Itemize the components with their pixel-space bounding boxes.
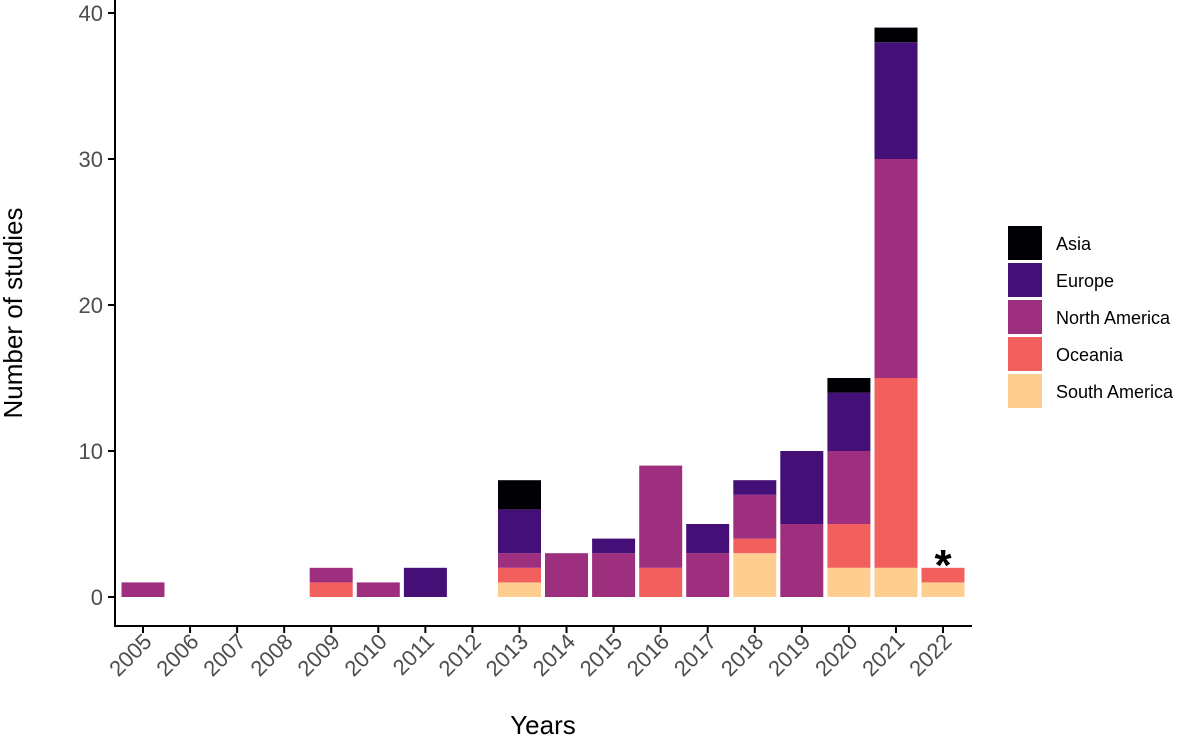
bar-segment-2009-north-america bbox=[309, 567, 353, 583]
legend-label-north-america: North America bbox=[1056, 308, 1171, 328]
bar-segment-2021-north-america bbox=[874, 159, 918, 378]
x-tick-label-2017: 2017 bbox=[669, 629, 721, 681]
x-tick-label-2010: 2010 bbox=[340, 629, 392, 681]
x-tick-label-2011: 2011 bbox=[388, 629, 439, 680]
bar-segment-2013-asia bbox=[498, 480, 541, 510]
bar-segment-2018-oceania bbox=[733, 538, 777, 554]
x-tick-label-2016: 2016 bbox=[622, 629, 674, 681]
annotation-2022: * bbox=[934, 541, 952, 590]
bar-segment-2013-oceania bbox=[498, 567, 541, 583]
legend-swatch-europe bbox=[1008, 263, 1042, 297]
x-tick-label-2014: 2014 bbox=[528, 629, 580, 681]
legend-label-south-america: South America bbox=[1056, 382, 1174, 402]
y-tick-label-40: 40 bbox=[79, 1, 103, 26]
bar-segment-2017-north-america bbox=[686, 553, 730, 597]
bar-segment-2021-europe bbox=[874, 42, 918, 160]
bar-segment-2022-south-america bbox=[921, 582, 965, 597]
x-tick-label-2013: 2013 bbox=[481, 629, 533, 681]
bar-segment-2016-oceania bbox=[639, 567, 683, 597]
y-tick-label-30: 30 bbox=[79, 147, 103, 172]
y-tick-label-10: 10 bbox=[79, 439, 103, 464]
y-tick-label-20: 20 bbox=[79, 293, 103, 318]
bar-segment-2020-europe bbox=[827, 392, 871, 451]
bar-segment-2020-south-america bbox=[827, 567, 871, 597]
bar-segment-2014-north-america bbox=[545, 553, 588, 597]
bar-segment-2019-europe bbox=[780, 451, 824, 524]
y-axis-title: Number of studies bbox=[0, 208, 28, 419]
bar-segment-2011-europe bbox=[403, 567, 447, 597]
y-tick-label-0: 0 bbox=[91, 585, 103, 610]
bar-segment-2022-oceania bbox=[921, 567, 965, 583]
x-tick-label-2005: 2005 bbox=[104, 629, 156, 681]
legend-swatch-south-america bbox=[1008, 374, 1042, 408]
x-axis-ticks: 2005200620072008200920102011201220132014… bbox=[104, 626, 957, 681]
bar-segment-2015-north-america bbox=[592, 553, 636, 597]
bar-segment-2015-europe bbox=[592, 538, 636, 554]
bar-segment-2017-europe bbox=[686, 524, 730, 554]
x-tick-label-2021: 2021 bbox=[857, 629, 909, 681]
bar-segment-2018-europe bbox=[733, 480, 777, 495]
bar-segment-2010-north-america bbox=[356, 582, 400, 597]
bar-segment-2013-south-america bbox=[498, 582, 541, 597]
legend-swatch-north-america bbox=[1008, 300, 1042, 334]
x-tick-label-2009: 2009 bbox=[292, 629, 344, 681]
y-axis-ticks: 0 10 20 30 40 bbox=[79, 1, 115, 610]
x-tick-label-2006: 2006 bbox=[151, 629, 203, 681]
legend-label-asia: Asia bbox=[1056, 234, 1092, 254]
bar-segment-2018-north-america bbox=[733, 494, 777, 539]
x-tick-label-2007: 2007 bbox=[198, 629, 250, 681]
bar-segment-2009-oceania bbox=[309, 582, 353, 597]
x-tick-label-2020: 2020 bbox=[810, 629, 862, 681]
x-tick-label-2015: 2015 bbox=[575, 629, 627, 681]
bar-segment-2013-north-america bbox=[498, 553, 541, 568]
bar-segment-2013-europe bbox=[498, 509, 541, 554]
x-tick-label-2012: 2012 bbox=[434, 629, 486, 681]
legend-label-europe: Europe bbox=[1056, 271, 1114, 291]
bar-segment-2018-south-america bbox=[733, 553, 777, 597]
bar-segment-2020-asia bbox=[827, 378, 871, 393]
legend-label-oceania: Oceania bbox=[1056, 345, 1124, 365]
bar-segment-2021-south-america bbox=[874, 567, 918, 597]
x-tick-label-2018: 2018 bbox=[716, 629, 768, 681]
bar-segment-2005-north-america bbox=[121, 582, 165, 597]
bar-segment-2019-north-america bbox=[780, 524, 824, 597]
x-tick-label-2008: 2008 bbox=[245, 629, 297, 681]
bar-segment-2016-north-america bbox=[639, 465, 683, 568]
legend-swatch-asia bbox=[1008, 226, 1042, 260]
bar-segment-2020-oceania bbox=[827, 524, 871, 568]
bars-layer bbox=[121, 27, 965, 597]
annotations-layer: * bbox=[934, 541, 952, 590]
bar-segment-2021-oceania bbox=[874, 378, 918, 568]
bar-segment-2020-north-america bbox=[827, 451, 871, 524]
x-tick-label-2022: 2022 bbox=[904, 629, 956, 681]
legend-swatch-oceania bbox=[1008, 337, 1042, 371]
x-tick-label-2019: 2019 bbox=[763, 629, 815, 681]
legend: Asia Europe North America Oceania South Amer… bbox=[1008, 226, 1174, 408]
bar-segment-2021-asia bbox=[874, 27, 918, 43]
x-axis-title: Years bbox=[510, 710, 576, 739]
